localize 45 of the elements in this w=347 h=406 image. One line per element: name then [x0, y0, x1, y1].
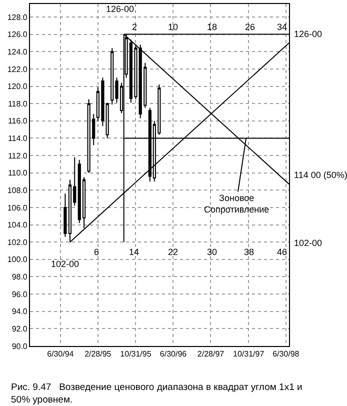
- y-tick-label: 112.0: [8, 151, 28, 160]
- y-tick-label: 124.0: [7, 47, 28, 56]
- annotation: 10: [168, 22, 178, 32]
- x-tick-label: 6/30/96: [160, 350, 188, 359]
- y-tick-label: 114.0: [8, 134, 28, 143]
- x-tick-label: 10/31/95: [120, 350, 152, 359]
- y-tick-label: 90.0: [12, 342, 28, 351]
- y-tick-label: 104.0: [7, 220, 28, 230]
- annotation: 18: [207, 22, 218, 32]
- y-tick-label: 108.0: [7, 186, 28, 195]
- annotation: 126-00: [294, 29, 322, 39]
- y-tick-label: 94.0: [12, 307, 28, 316]
- annotation: 34: [277, 22, 288, 32]
- annotation: 22: [168, 247, 178, 257]
- text: 102-00: [294, 238, 322, 248]
- annotation: 102-00: [51, 259, 80, 269]
- annotation: 30: [207, 247, 218, 257]
- text: Рис. 9.47 Возведение ценового диапазона в квадрат углом 1x1 и 50% уровнем.: [11, 382, 302, 406]
- annotation: 38: [244, 247, 254, 257]
- x-tick-label: 6/30/98: [272, 350, 300, 359]
- y-tick-label: 126.0: [7, 30, 28, 40]
- y-tick-label: 122.0: [7, 64, 28, 74]
- y-tick-label: 120.0: [7, 82, 28, 92]
- x-tick-label: 2/28/97: [197, 350, 225, 359]
- x-tick-label: 6/30/94: [47, 350, 74, 359]
- y-tick-label: 116.0: [8, 116, 28, 126]
- annotation: 46: [277, 247, 288, 257]
- y-tick-label: 98.0: [12, 272, 28, 282]
- y-tick-label: 92.0: [12, 324, 28, 334]
- annotation: 2: [132, 22, 138, 32]
- text: 114 00 (50%): [294, 170, 347, 180]
- y-tick-label: 110.0: [8, 168, 28, 178]
- annotation: 14: [129, 247, 140, 257]
- annotation: 26: [245, 22, 256, 32]
- y-tick-label: 102.0: [7, 238, 28, 247]
- y-tick-label: 118.0: [8, 99, 28, 108]
- y-tick-label: 128.0: [7, 12, 28, 22]
- x-tick-label: 10/31/97: [232, 350, 265, 359]
- annotation: 126-00: [106, 4, 134, 14]
- y-tick-label: 106.0: [7, 203, 28, 212]
- y-tick-label: 100.0: [7, 255, 28, 264]
- annotation: 6: [94, 247, 100, 257]
- x-tick-label: 2/28/95: [84, 350, 112, 359]
- y-tick-label: 96.0: [12, 290, 28, 299]
- annotation: Зоновое Сопротивление: [204, 193, 270, 215]
